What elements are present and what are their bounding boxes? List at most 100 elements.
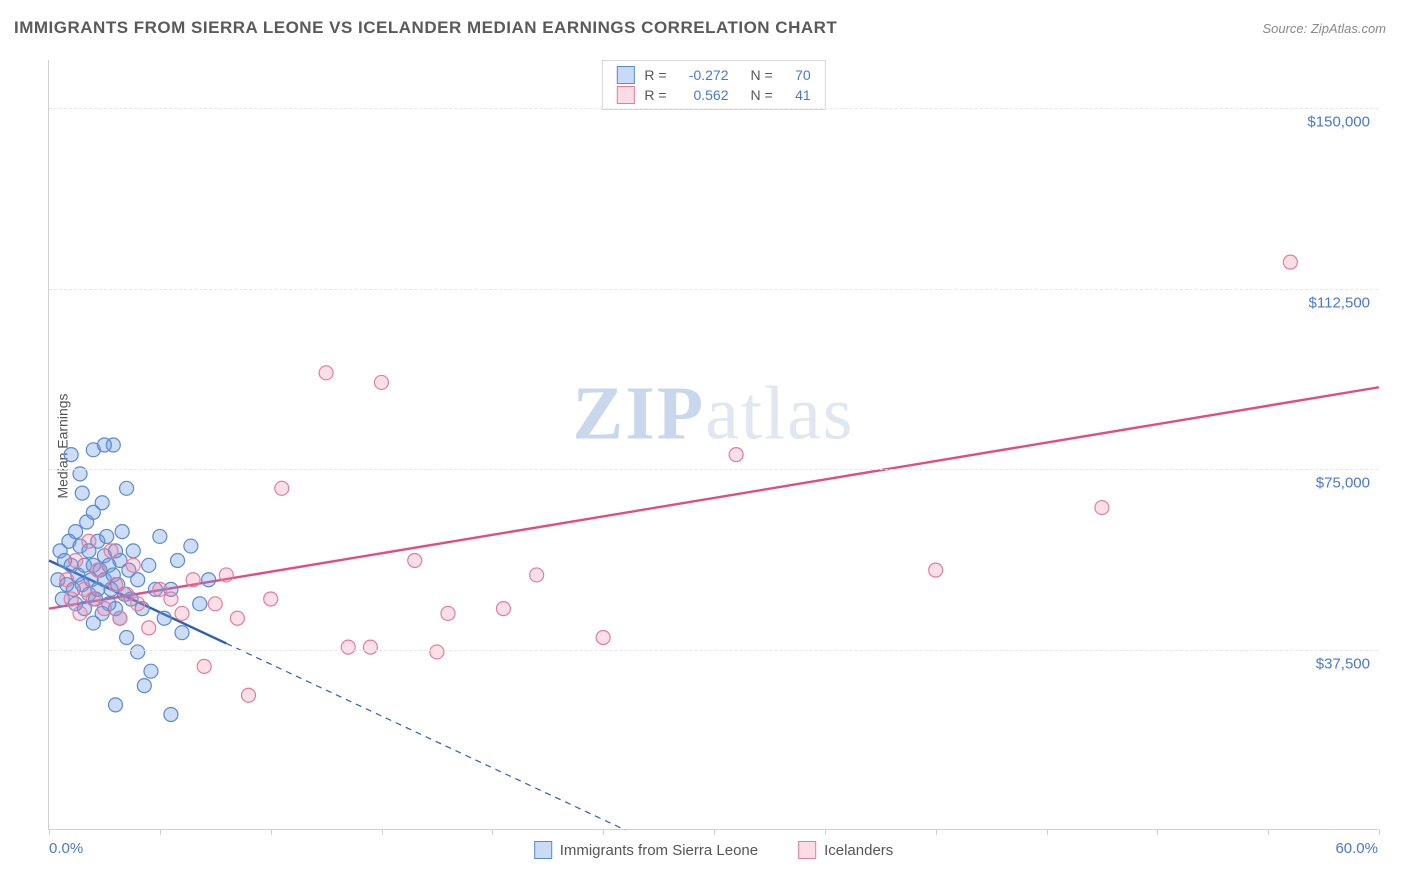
data-point xyxy=(142,558,156,572)
data-point xyxy=(137,679,151,693)
gridline xyxy=(49,650,1378,651)
y-tick-label: $37,500 xyxy=(1316,655,1370,672)
data-point xyxy=(109,698,123,712)
data-point xyxy=(375,375,389,389)
data-point xyxy=(729,448,743,462)
data-point xyxy=(126,558,140,572)
chart-source: Source: ZipAtlas.com xyxy=(1262,21,1386,36)
gridline xyxy=(49,289,1378,290)
data-point xyxy=(275,481,289,495)
swatch-pink-icon xyxy=(798,841,816,859)
data-point xyxy=(60,573,74,587)
data-point xyxy=(86,616,100,630)
data-point xyxy=(363,640,377,654)
data-point xyxy=(408,554,422,568)
x-tick xyxy=(492,829,493,835)
y-tick-label: $112,500 xyxy=(1309,294,1370,311)
data-point xyxy=(69,525,83,539)
data-point xyxy=(219,568,233,582)
legend-label: Immigrants from Sierra Leone xyxy=(560,842,758,859)
data-point xyxy=(86,592,100,606)
data-point xyxy=(82,534,96,548)
x-tick xyxy=(271,829,272,835)
x-tick xyxy=(49,829,50,835)
data-point xyxy=(64,448,78,462)
x-tick xyxy=(1157,829,1158,835)
data-point xyxy=(115,525,129,539)
data-point xyxy=(100,529,114,543)
scatter-svg xyxy=(49,60,1379,830)
data-point xyxy=(1095,501,1109,515)
data-point xyxy=(441,606,455,620)
data-point xyxy=(164,708,178,722)
data-point xyxy=(104,544,118,558)
x-axis-start: 0.0% xyxy=(49,840,83,857)
data-point xyxy=(97,602,111,616)
data-point xyxy=(1283,255,1297,269)
legend-item: Immigrants from Sierra Leone xyxy=(534,841,758,859)
data-point xyxy=(120,631,134,645)
swatch-blue-icon xyxy=(534,841,552,859)
data-point xyxy=(175,606,189,620)
data-point xyxy=(126,544,140,558)
data-point xyxy=(202,573,216,587)
x-tick xyxy=(1379,829,1380,835)
x-tick xyxy=(382,829,383,835)
legend-series: Immigrants from Sierra Leone Icelanders xyxy=(534,841,894,859)
legend-item: Icelanders xyxy=(798,841,893,859)
data-point xyxy=(929,563,943,577)
x-tick xyxy=(936,829,937,835)
data-point xyxy=(131,645,145,659)
gridline xyxy=(49,108,1378,109)
data-point xyxy=(153,529,167,543)
data-point xyxy=(109,578,123,592)
data-point xyxy=(186,573,200,587)
data-point xyxy=(157,611,171,625)
y-tick-label: $150,000 xyxy=(1307,114,1370,131)
data-point xyxy=(242,688,256,702)
data-point xyxy=(208,597,222,611)
x-tick xyxy=(825,829,826,835)
data-point xyxy=(171,554,185,568)
data-point xyxy=(153,582,167,596)
x-tick xyxy=(1268,829,1269,835)
data-point xyxy=(73,606,87,620)
x-tick xyxy=(714,829,715,835)
data-point xyxy=(596,631,610,645)
data-point xyxy=(120,587,134,601)
data-point xyxy=(131,573,145,587)
data-point xyxy=(530,568,544,582)
gridline xyxy=(49,469,1378,470)
x-tick xyxy=(603,829,604,835)
data-point xyxy=(69,554,83,568)
legend-label: Icelanders xyxy=(824,842,893,859)
data-point xyxy=(113,611,127,625)
x-tick xyxy=(160,829,161,835)
data-point xyxy=(496,602,510,616)
data-point xyxy=(120,481,134,495)
plot-area: ZIPatlas R = -0.272 N = 70 R = 0.562 N =… xyxy=(48,60,1378,830)
data-point xyxy=(175,626,189,640)
data-point xyxy=(341,640,355,654)
data-point xyxy=(193,597,207,611)
data-point xyxy=(97,438,111,452)
data-point xyxy=(230,611,244,625)
data-point xyxy=(131,597,145,611)
data-point xyxy=(91,563,105,577)
data-point xyxy=(164,592,178,606)
data-point xyxy=(75,486,89,500)
chart-title: IMMIGRANTS FROM SIERRA LEONE VS ICELANDE… xyxy=(14,18,837,38)
data-point xyxy=(184,539,198,553)
x-axis-end: 60.0% xyxy=(1335,840,1378,857)
data-point xyxy=(64,592,78,606)
data-point xyxy=(95,496,109,510)
data-point xyxy=(142,621,156,635)
data-point xyxy=(144,664,158,678)
data-point xyxy=(319,366,333,380)
data-point xyxy=(197,659,211,673)
chart-header: IMMIGRANTS FROM SIERRA LEONE VS ICELANDE… xyxy=(14,18,1386,38)
y-tick-label: $75,000 xyxy=(1316,475,1370,492)
data-point xyxy=(430,645,444,659)
x-tick xyxy=(1047,829,1048,835)
data-point xyxy=(264,592,278,606)
